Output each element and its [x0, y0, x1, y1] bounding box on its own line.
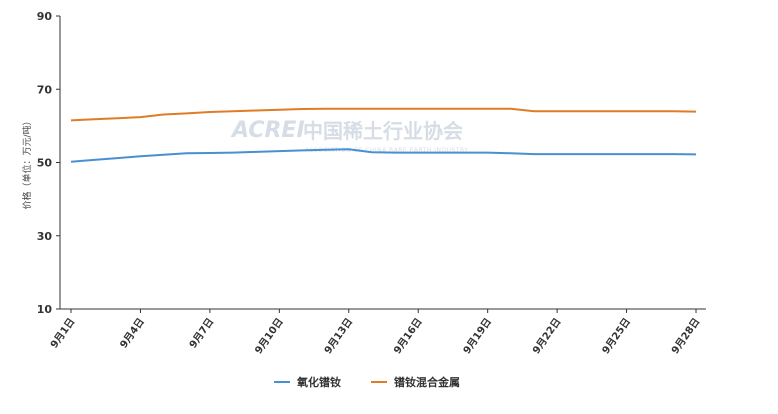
y-tick-label: 30 [37, 230, 53, 243]
y-axis-ticks: 10 30 50 70 90 [37, 10, 60, 316]
watermark: ACREI 中国稀土行业协会 ASSOCIATION OF CHINA RARE… [230, 118, 468, 154]
x-tick-label: 9月28日 [669, 316, 702, 356]
x-tick-label: 9月19日 [461, 316, 494, 356]
series-line-1 [70, 107, 697, 122]
y-tick-label: 70 [37, 83, 53, 96]
y-tick-label: 50 [37, 157, 53, 170]
watermark-logo: ACREI [230, 118, 305, 143]
x-tick-label: 9月25日 [600, 316, 633, 356]
x-axis-ticks: 9月1日 9月4日 9月7日 9月10日 9月13日 9月16日 9月19日 9月22日 9月2… [48, 309, 702, 356]
series-lines [70, 107, 697, 163]
x-tick-label: 9月4日 [118, 316, 147, 351]
legend-label: 镨钕混合金属 [394, 375, 460, 389]
watermark-org-en: ASSOCIATION OF CHINA RARE EARTH INDUSTRY [305, 147, 468, 154]
legend-item-series-0[interactable]: 氧化镨钕 [274, 375, 341, 389]
y-axis-label: 价格（单位：万元/吨） [21, 116, 33, 209]
series-line-0 [70, 148, 697, 163]
legend: 氧化镨钕 镨钕混合金属 [274, 375, 460, 389]
x-tick-label: 9月16日 [391, 316, 424, 356]
watermark-org-cn: 中国稀土行业协会 [303, 119, 463, 143]
x-tick-label: 9月1日 [48, 316, 77, 351]
x-tick-label: 9月22日 [530, 316, 563, 356]
x-tick-label: 9月10日 [253, 316, 286, 356]
legend-item-series-1[interactable]: 镨钕混合金属 [371, 375, 460, 389]
x-tick-label: 9月7日 [187, 316, 216, 351]
y-tick-label: 10 [37, 303, 53, 316]
x-tick-label: 9月13日 [322, 316, 355, 356]
y-tick-label: 90 [37, 10, 53, 23]
legend-label: 氧化镨钕 [296, 375, 341, 389]
